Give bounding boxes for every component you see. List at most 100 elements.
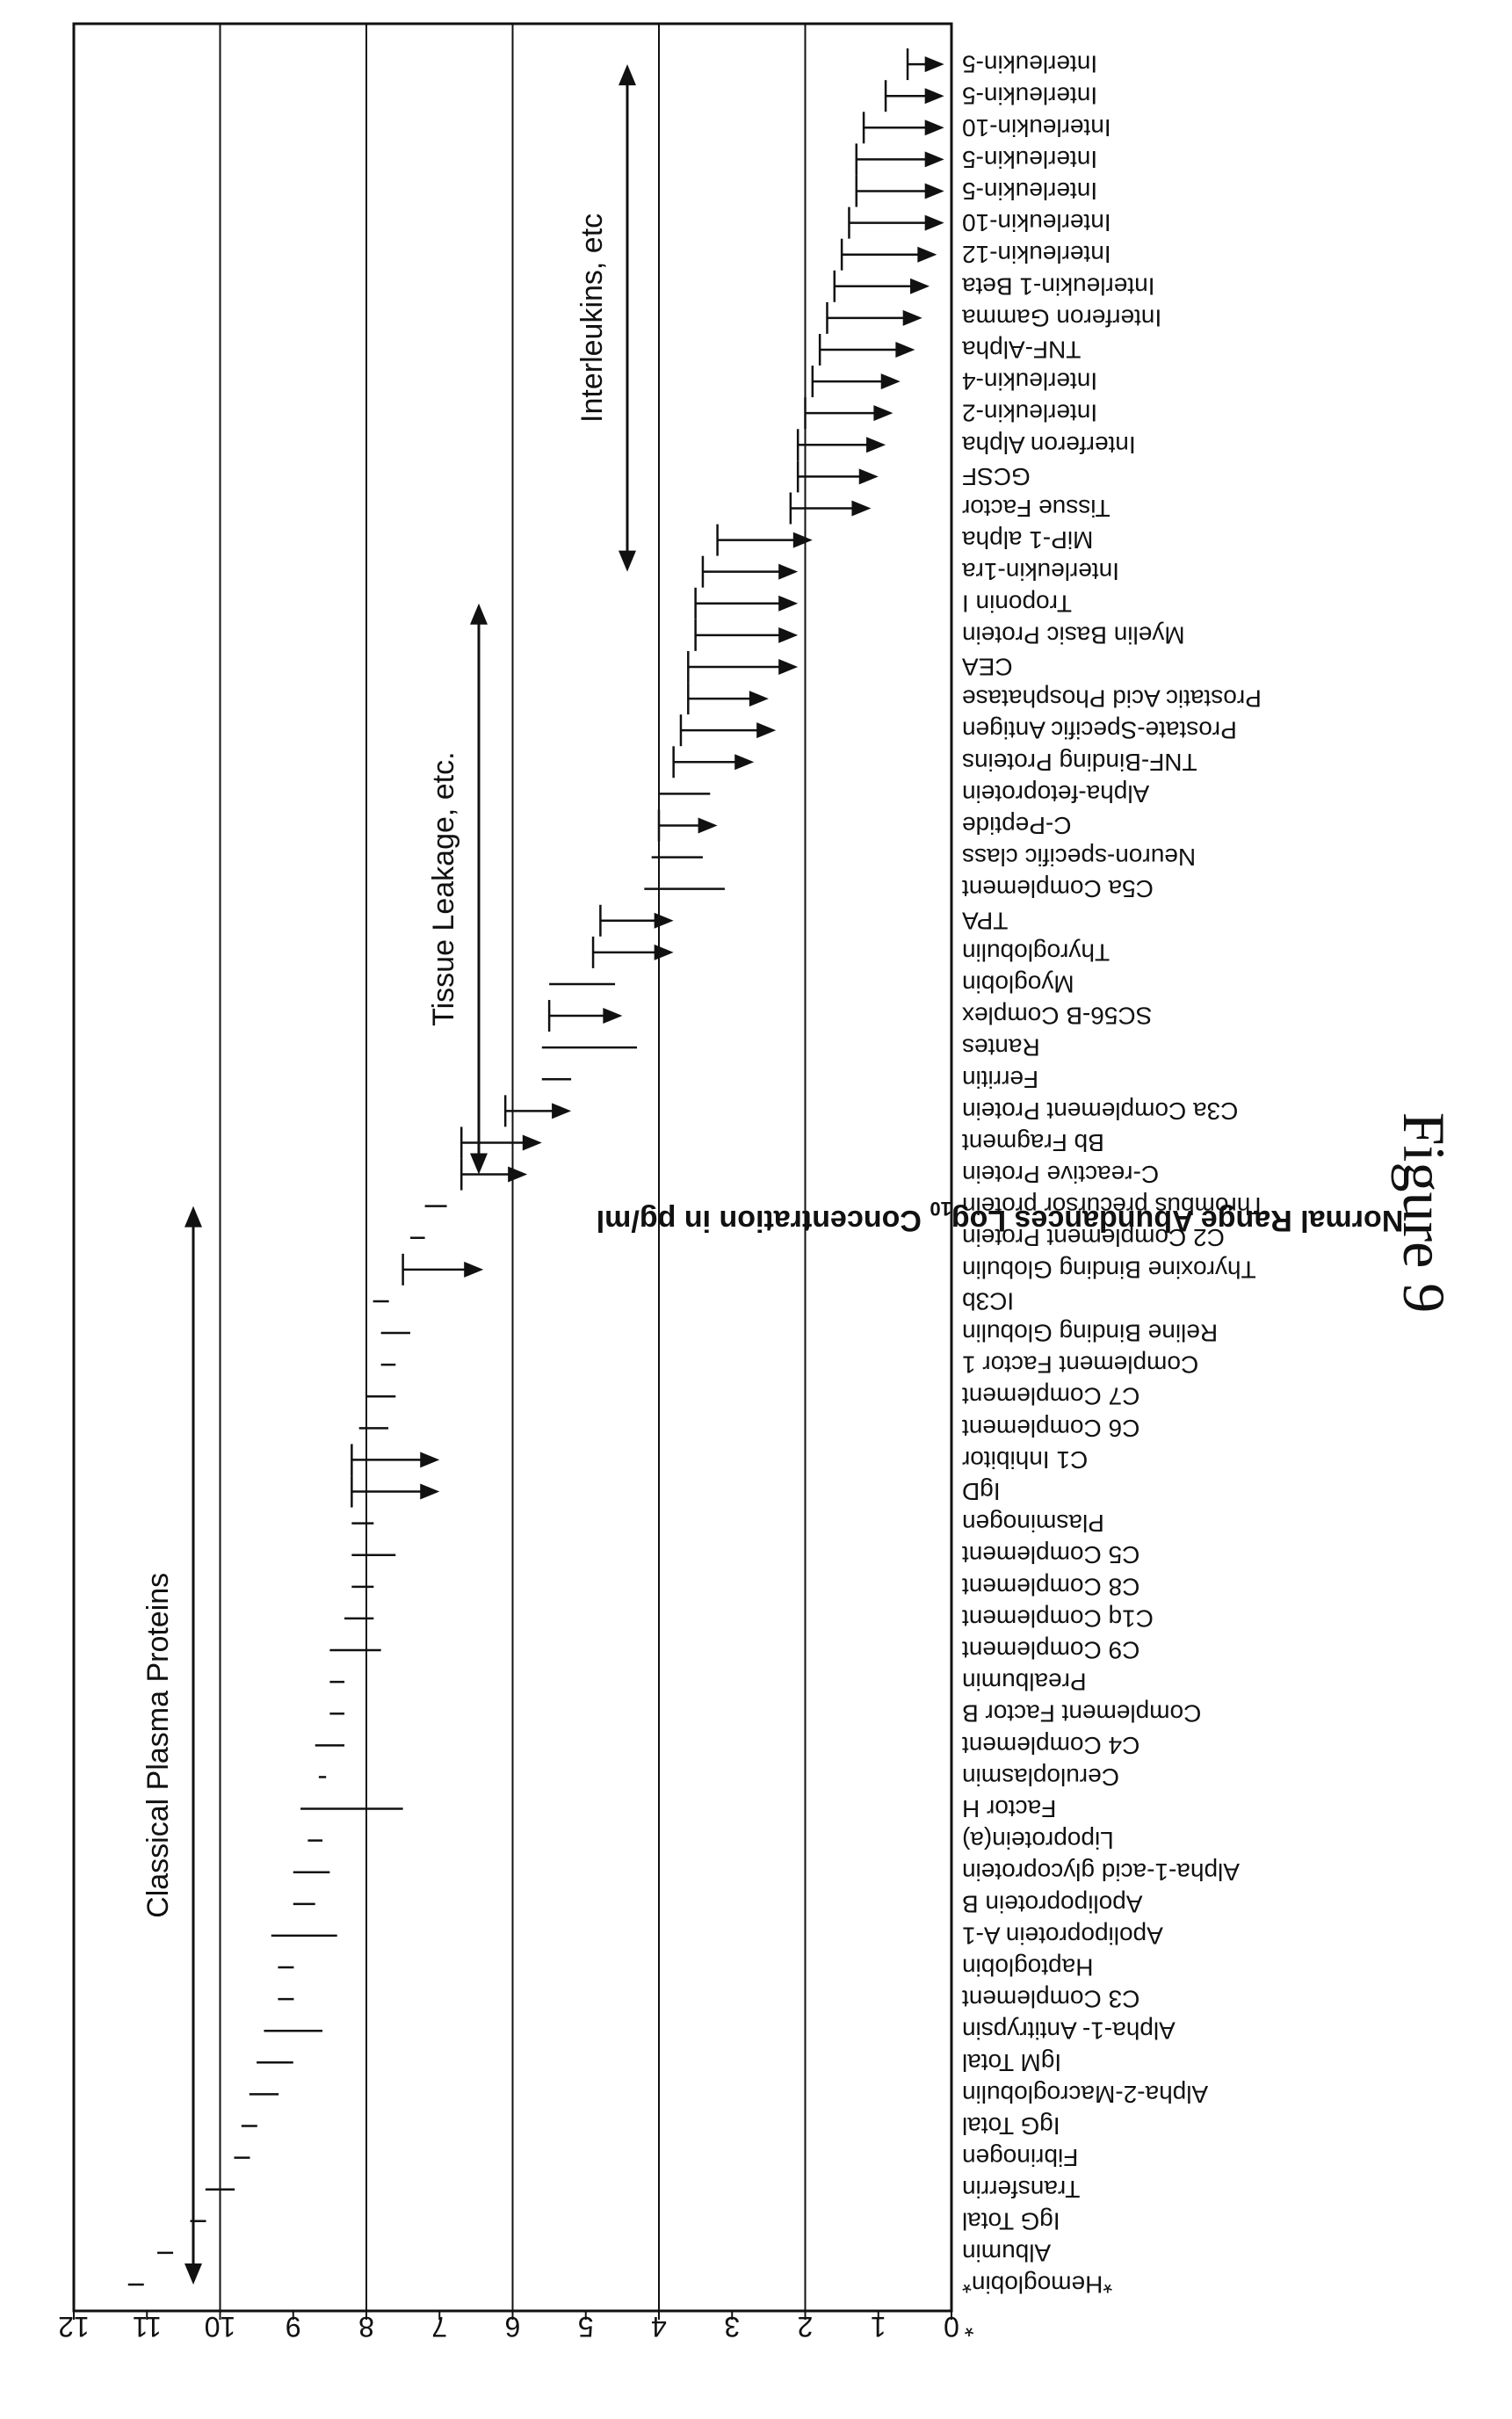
protein-label: Thrombus precursor protein bbox=[962, 1192, 1265, 1220]
range-arrowhead bbox=[792, 532, 813, 548]
footnote-marker: * bbox=[964, 2314, 973, 2342]
protein-label: Interleukin-5 bbox=[962, 51, 1097, 78]
protein-label: Alpha-1-acid glycoprotein bbox=[962, 1858, 1240, 1886]
group-label: Tissue Leakage, etc. bbox=[427, 751, 460, 1025]
protein-label: Interferon Gamma bbox=[962, 304, 1162, 331]
group-label: Classical Plasma Proteins bbox=[141, 1573, 175, 1918]
protein-label: Thyroglobulin bbox=[962, 938, 1110, 966]
protein-label: Apolipoprotein B bbox=[962, 1890, 1142, 1917]
group-arrowhead-end bbox=[619, 64, 636, 86]
protein-label: Apolipoprotein A-1 bbox=[962, 1922, 1163, 1949]
protein-label: C4 Complement bbox=[962, 1732, 1140, 1759]
protein-label: Troponin I bbox=[962, 590, 1072, 617]
protein-label: C2 Complement Protein bbox=[962, 1224, 1225, 1251]
protein-label: Plasminogen bbox=[962, 1510, 1104, 1537]
protein-label: Interleukin-10 bbox=[962, 209, 1111, 236]
range-arrowhead bbox=[603, 1008, 623, 1025]
range-arrowhead bbox=[873, 405, 893, 422]
range-arrowhead bbox=[910, 278, 930, 294]
figure-caption: Figure 9 bbox=[1391, 1112, 1458, 1314]
range-arrowhead bbox=[508, 1166, 528, 1183]
protein-label: C6 Complement bbox=[962, 1415, 1140, 1442]
protein-label: Factor H bbox=[962, 1795, 1056, 1822]
protein-label: Interleukin-10 bbox=[962, 114, 1111, 141]
range-arrowhead bbox=[654, 944, 674, 960]
protein-label: Interleukin-5 bbox=[962, 177, 1097, 205]
protein-label: Myoglobin bbox=[962, 970, 1074, 997]
protein-label: TPA bbox=[962, 907, 1009, 934]
protein-label: Interleukin-2 bbox=[962, 400, 1097, 427]
range-arrowhead bbox=[756, 722, 777, 739]
protein-label: Myelin Basic Protein bbox=[962, 621, 1185, 648]
range-arrowhead bbox=[778, 626, 799, 643]
tick-label-6: 6 bbox=[505, 2311, 521, 2343]
protein-label: IgG Total bbox=[962, 2112, 1060, 2140]
range-arrowhead bbox=[552, 1103, 572, 1119]
group-arrowhead-start bbox=[470, 1153, 488, 1175]
protein-label: Fibrinogen bbox=[962, 2144, 1078, 2171]
protein-label: Interleukin-4 bbox=[962, 368, 1097, 395]
protein-label: Rantes bbox=[962, 1034, 1040, 1061]
protein-label: C1q Complement bbox=[962, 1604, 1154, 1632]
range-arrowhead bbox=[917, 246, 937, 263]
range-arrowhead bbox=[420, 1483, 440, 1500]
tick-label-1: 1 bbox=[871, 2311, 886, 2343]
protein-label: Complement Factor B bbox=[962, 1700, 1201, 1727]
protein-label: C-reactive Protein bbox=[962, 1161, 1159, 1188]
protein-label: Ceruloplasmin bbox=[962, 1764, 1119, 1791]
group-arrowhead-start bbox=[619, 550, 636, 572]
range-arrowhead bbox=[698, 817, 718, 834]
tick-label-9: 9 bbox=[286, 2311, 301, 2343]
protein-label: CEA bbox=[962, 653, 1013, 680]
protein-label: C3a Complement Protein bbox=[962, 1097, 1238, 1125]
tick-label-0: 0 bbox=[944, 2311, 959, 2343]
range-arrowhead bbox=[924, 88, 944, 105]
protein-label: C5a Complement bbox=[962, 875, 1154, 902]
protein-label: Thyroxine Binding Globulin bbox=[962, 1256, 1256, 1283]
protein-label: *Hemoglobin* bbox=[962, 2271, 1112, 2299]
range-arrowhead bbox=[851, 500, 872, 517]
y-axis-title-subscript: 10 bbox=[930, 1198, 951, 1220]
protein-label: Prostate-Specific Antigen bbox=[962, 717, 1237, 744]
protein-label: C-Peptide bbox=[962, 812, 1072, 839]
range-arrowhead bbox=[924, 214, 944, 231]
protein-label: C1 Inhibitor bbox=[962, 1446, 1088, 1474]
protein-label: IC3b bbox=[962, 1287, 1014, 1315]
group-label: Interleukins, etc bbox=[575, 214, 609, 423]
protein-label: Albumin bbox=[962, 2239, 1051, 2266]
y-axis-title-main: Normal Range Abundances Log bbox=[951, 1204, 1403, 1237]
range-arrowhead bbox=[902, 309, 922, 326]
range-arrowhead bbox=[778, 658, 799, 675]
y-axis-title: Normal Range Abundances Log10 Concentrat… bbox=[597, 1198, 1404, 1237]
protein-label: Complement Factor 1 bbox=[962, 1351, 1198, 1379]
range-arrowhead bbox=[858, 468, 879, 485]
range-arrowhead bbox=[866, 437, 886, 453]
protein-label: Interleukin-1ra bbox=[962, 558, 1119, 585]
protein-label: Interleukin-5 bbox=[962, 146, 1097, 173]
category-labels: *Hemoglobin* Albumin IgG Total Transferrin F… bbox=[962, 51, 1266, 2342]
protein-label: C7 Complement bbox=[962, 1383, 1140, 1410]
protein-label: IgD bbox=[962, 1478, 1001, 1505]
range-arrowhead bbox=[778, 563, 799, 580]
data-marks bbox=[127, 48, 944, 2286]
protein-label: Interleukin-12 bbox=[962, 241, 1111, 268]
protein-label: Prostatic Acid Phosphatase bbox=[962, 685, 1262, 713]
tick-label-3: 3 bbox=[724, 2311, 740, 2343]
protein-label: C3 Complement bbox=[962, 1986, 1140, 2013]
grid-layer bbox=[219, 24, 807, 2311]
tick-label-12: 12 bbox=[58, 2311, 90, 2343]
range-arrowhead bbox=[895, 341, 915, 358]
protein-label: MiP-1 alpha bbox=[962, 526, 1094, 554]
protein-label: Reline Binding Globulin bbox=[962, 1320, 1218, 1347]
protein-label: GCSF bbox=[962, 463, 1031, 490]
protein-label: Transferrin bbox=[962, 2176, 1080, 2203]
range-arrowhead bbox=[522, 1134, 542, 1151]
protein-label: Neuron-specific class bbox=[962, 844, 1196, 871]
protein-label: Alpha-fetoprotein bbox=[962, 780, 1149, 808]
range-arrowhead bbox=[924, 151, 944, 168]
protein-label: TNF-Binding Proteins bbox=[962, 749, 1197, 776]
tick-label-11: 11 bbox=[133, 2311, 162, 2343]
tick-label-5: 5 bbox=[578, 2311, 594, 2343]
range-arrowhead bbox=[880, 373, 901, 390]
